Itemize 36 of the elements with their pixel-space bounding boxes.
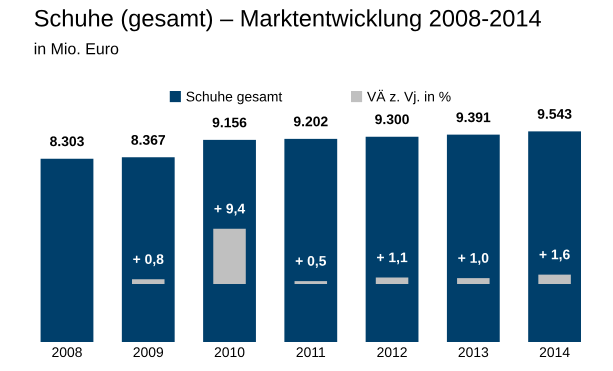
bar xyxy=(40,158,94,342)
legend-label: Schuhe gesamt xyxy=(186,91,282,104)
data-label: + 1,0 xyxy=(458,253,488,265)
data-label: + 0,8 xyxy=(133,254,164,266)
bar xyxy=(366,136,418,342)
data-label: + 1,1 xyxy=(377,252,408,264)
data-label: 8.367 xyxy=(131,134,166,145)
bar xyxy=(284,138,338,342)
bar xyxy=(122,157,175,342)
x-tick-label: 2014 xyxy=(540,347,570,358)
bar xyxy=(528,131,581,342)
bar xyxy=(132,279,165,284)
data-label: + 0,5 xyxy=(296,256,326,268)
data-label: 9.156 xyxy=(212,118,246,128)
x-tick-label: 2012 xyxy=(377,347,407,358)
x-tick-label: 2011 xyxy=(296,347,326,358)
bar xyxy=(457,278,490,284)
data-label: + 9,4 xyxy=(214,204,246,216)
legend-label: VÄ z. Vj. in % xyxy=(367,90,451,104)
bar xyxy=(213,228,246,284)
x-tick-label: 2013 xyxy=(458,347,488,358)
data-label: 8.303 xyxy=(50,136,84,146)
data-label: 9.391 xyxy=(456,112,490,122)
bar xyxy=(538,274,571,284)
x-tick-label: 2009 xyxy=(134,347,164,358)
data-label: + 1,6 xyxy=(540,250,570,262)
bar xyxy=(376,278,408,284)
x-tick-label: 2008 xyxy=(52,347,82,358)
chart-subtitle: in Mio. Euro xyxy=(34,42,118,54)
data-label: 9.300 xyxy=(375,114,409,124)
chart-title: Schuhe (gesamt) – Marktentwicklung 2008-2014 xyxy=(34,9,541,32)
data-label: 9.543 xyxy=(538,109,572,119)
bar xyxy=(294,281,328,284)
bar xyxy=(446,134,500,342)
x-tick-label: 2010 xyxy=(214,347,244,358)
data-label: 9.202 xyxy=(294,116,328,126)
